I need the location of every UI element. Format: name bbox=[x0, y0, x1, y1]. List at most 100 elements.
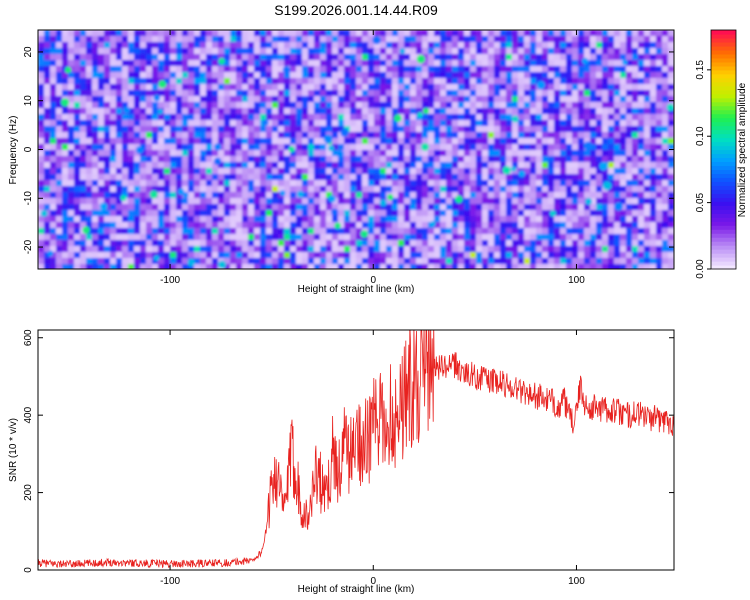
heatmap-cell bbox=[194, 36, 201, 43]
heatmap-cell bbox=[320, 168, 327, 175]
heatmap-cell bbox=[380, 228, 387, 235]
heatmap-cell bbox=[578, 150, 585, 157]
heatmap-cell bbox=[50, 198, 57, 205]
heatmap-cell bbox=[320, 102, 327, 109]
heatmap-cell bbox=[332, 48, 339, 55]
heatmap-cell bbox=[470, 168, 477, 175]
heatmap-cell bbox=[56, 138, 63, 145]
heatmap-cell bbox=[362, 60, 369, 67]
heatmap-cell bbox=[668, 66, 674, 73]
heatmap-cell bbox=[74, 126, 81, 133]
heatmap-cell bbox=[80, 30, 87, 37]
heatmap-cell bbox=[182, 36, 189, 43]
heatmap-cell bbox=[434, 168, 441, 175]
heatmap-cell bbox=[338, 90, 345, 97]
heatmap-cell bbox=[440, 30, 447, 37]
heatmap-cell bbox=[128, 228, 135, 235]
heatmap-cell bbox=[644, 228, 651, 235]
heatmap-cell bbox=[482, 102, 489, 109]
heatmap-cell bbox=[128, 198, 135, 205]
heatmap-cell bbox=[308, 216, 315, 223]
heatmap-cell bbox=[500, 84, 507, 91]
heatmap-cell bbox=[116, 108, 123, 115]
heatmap-cell bbox=[428, 252, 435, 259]
heatmap-cell bbox=[452, 264, 459, 269]
heatmap-cell bbox=[614, 198, 621, 205]
heatmap-cell bbox=[314, 264, 321, 269]
heatmap-cell bbox=[458, 54, 465, 61]
heatmap-cell bbox=[452, 180, 459, 187]
colorbar-frame bbox=[710, 29, 737, 270]
heatmap-cell bbox=[566, 222, 573, 229]
heatmap-cell bbox=[50, 240, 57, 247]
heatmap-cell bbox=[50, 264, 57, 269]
heatmap-cell bbox=[320, 240, 327, 247]
heatmap-cell bbox=[80, 90, 87, 97]
heatmap-cell bbox=[572, 180, 579, 187]
heatmap-cell bbox=[302, 78, 309, 85]
heatmap-cell bbox=[254, 138, 261, 145]
heatmap-cell bbox=[248, 156, 255, 163]
heatmap-cell bbox=[110, 240, 117, 247]
heatmap-cell bbox=[518, 42, 525, 49]
heatmap-peak bbox=[511, 115, 519, 123]
heatmap-cell bbox=[584, 246, 591, 253]
heatmap-cell bbox=[212, 138, 219, 145]
heatmap-cell bbox=[626, 144, 633, 151]
heatmap-cell bbox=[182, 240, 189, 247]
heatmap-cell bbox=[116, 48, 123, 55]
heatmap-cell bbox=[452, 138, 459, 145]
heatmap-cell bbox=[278, 120, 285, 127]
heatmap-cell bbox=[74, 198, 81, 205]
heatmap-cell bbox=[494, 36, 501, 43]
heatmap-cell bbox=[128, 258, 135, 265]
heatmap-cell bbox=[470, 78, 477, 85]
heatmap-peak bbox=[584, 197, 593, 206]
heatmap-cell bbox=[668, 96, 674, 103]
heatmap-cell bbox=[452, 162, 459, 169]
heatmap-cell bbox=[74, 78, 81, 85]
heatmap-cell bbox=[44, 246, 51, 253]
heatmap-cell bbox=[548, 114, 555, 121]
heatmap-cell bbox=[188, 228, 195, 235]
heatmap-cell bbox=[236, 210, 243, 217]
heatmap-cell bbox=[242, 240, 249, 247]
heatmap-cell bbox=[56, 102, 63, 109]
heatmap-cell bbox=[380, 246, 387, 253]
heatmap-cell bbox=[302, 102, 309, 109]
heatmap-cell bbox=[566, 150, 573, 157]
heatmap-cell bbox=[44, 42, 51, 49]
heatmap-cell bbox=[116, 72, 123, 79]
heatmap-cell bbox=[620, 192, 627, 199]
heatmap-cell bbox=[392, 246, 399, 253]
heatmap-cell bbox=[170, 84, 177, 91]
heatmap-cell bbox=[626, 186, 633, 193]
heatmap-cell bbox=[392, 30, 399, 37]
heatmap-cell bbox=[98, 84, 105, 91]
heatmap-cell bbox=[224, 162, 231, 169]
heatmap-cell bbox=[614, 264, 621, 269]
heatmap-cell bbox=[572, 78, 579, 85]
heatmap-cell bbox=[452, 228, 459, 235]
heatmap-cell bbox=[260, 42, 267, 49]
heatmap-cell bbox=[68, 132, 75, 139]
heatmap-cell bbox=[602, 252, 609, 259]
heatmap-cell bbox=[356, 198, 363, 205]
heatmap-cell bbox=[74, 54, 81, 61]
heatmap-cell bbox=[566, 48, 573, 55]
heatmap-cell bbox=[410, 126, 417, 133]
heatmap-cell bbox=[446, 192, 453, 199]
heatmap-cell bbox=[404, 168, 411, 175]
heatmap-cell bbox=[506, 54, 513, 61]
heatmap-cell bbox=[188, 180, 195, 187]
heatmap-cell bbox=[428, 210, 435, 217]
heatmap-cell bbox=[482, 252, 489, 259]
heatmap-cell bbox=[332, 264, 339, 269]
heatmap-cell bbox=[200, 258, 207, 265]
heatmap-cell bbox=[392, 54, 399, 61]
heatmap-cell bbox=[614, 48, 621, 55]
colorbar-segment bbox=[711, 169, 736, 174]
heatmap-cell bbox=[656, 126, 663, 133]
heatmap-cell bbox=[44, 150, 51, 157]
heatmap-cell bbox=[182, 84, 189, 91]
